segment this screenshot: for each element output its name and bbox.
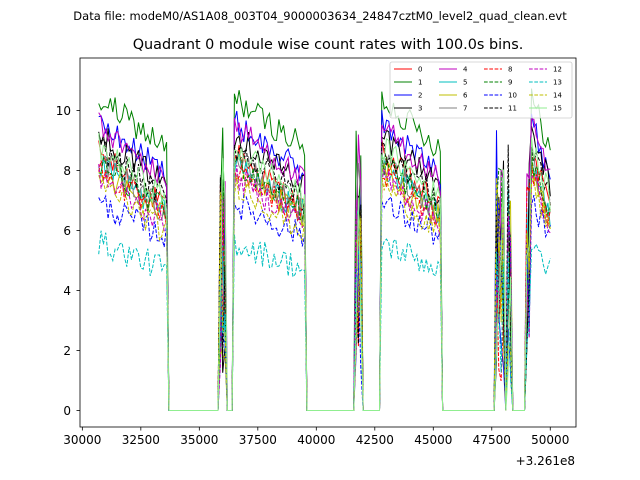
- y-tick-label: 8: [63, 164, 71, 178]
- legend-label-7: 7: [463, 105, 467, 113]
- legend-label-12: 12: [553, 66, 562, 74]
- legend-label-0: 0: [418, 66, 422, 74]
- axes-frame: [79, 57, 577, 428]
- legend-box: [389, 61, 573, 119]
- legend-label-11: 11: [508, 105, 517, 113]
- y-tick-label: 4: [63, 284, 71, 298]
- x-tick-label: 47500: [473, 433, 511, 447]
- x-tick-label: 32500: [122, 433, 160, 447]
- legend-label-8: 8: [508, 66, 512, 74]
- x-tick-label: 35000: [180, 433, 218, 447]
- y-tick-label: 10: [56, 104, 71, 118]
- y-tick-label: 2: [63, 344, 71, 358]
- x-tick-label: 30000: [63, 433, 101, 447]
- x-offset-label: +3.261e8: [516, 454, 575, 468]
- axes: 30000 32500 35000 37500 40000 42500 45000 47500…: [56, 57, 577, 447]
- figure-suptitle: Data file: modeM0/AS1A08_003T04_90000036…: [73, 9, 567, 23]
- legend-label-15: 15: [553, 105, 562, 113]
- legend-label-13: 13: [553, 79, 562, 87]
- legend-label-4: 4: [463, 66, 468, 74]
- x-tick-label: 42500: [356, 433, 394, 447]
- legend-label-2: 2: [418, 92, 422, 100]
- x-tick-label: 40000: [297, 433, 335, 447]
- series-line-15: [98, 133, 551, 411]
- series-lines: [98, 88, 551, 411]
- x-tick-label: 50000: [531, 433, 569, 447]
- y-tick-label: 6: [63, 224, 71, 238]
- legend-label-10: 10: [508, 92, 517, 100]
- series-line-13: [98, 230, 551, 411]
- legend-label-9: 9: [508, 79, 512, 87]
- y-tick-label: 0: [63, 404, 71, 418]
- x-tick-label: 45000: [414, 433, 452, 447]
- legend-label-6: 6: [463, 92, 468, 100]
- chart-title: Quadrant 0 module wise count rates with …: [133, 37, 524, 53]
- legend-label-3: 3: [418, 105, 422, 113]
- legend-label-1: 1: [418, 79, 422, 87]
- x-tick-label: 37500: [239, 433, 277, 447]
- legend-label-5: 5: [463, 79, 467, 87]
- plot-area: [98, 88, 551, 411]
- legend-label-14: 14: [553, 92, 562, 100]
